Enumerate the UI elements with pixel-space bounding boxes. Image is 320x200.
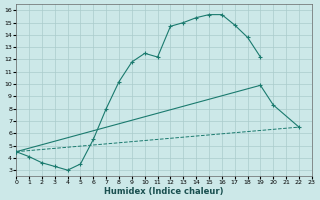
- X-axis label: Humidex (Indice chaleur): Humidex (Indice chaleur): [104, 187, 224, 196]
